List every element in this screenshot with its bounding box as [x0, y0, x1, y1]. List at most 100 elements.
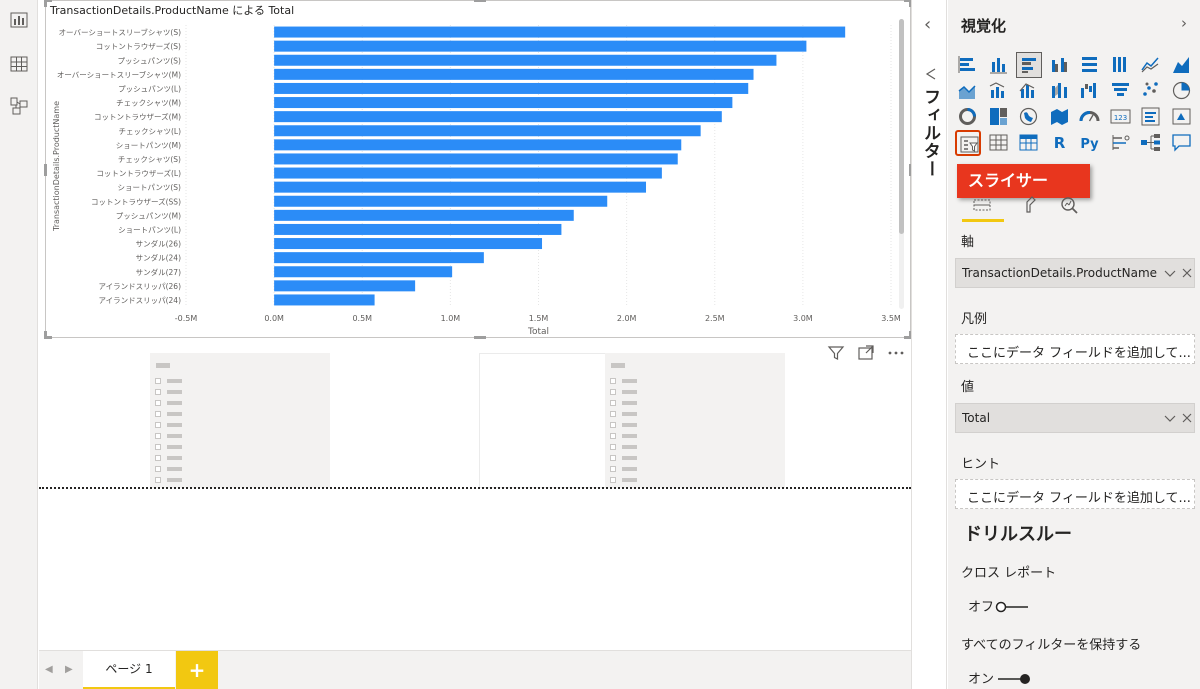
100-percent-column-icon[interactable]: [1108, 52, 1134, 78]
format-tab-icon[interactable]: [1018, 192, 1044, 218]
scatter-icon[interactable]: [1138, 78, 1164, 104]
bar: [274, 54, 777, 66]
values-field-well[interactable]: Total: [955, 403, 1195, 433]
remove-field-icon[interactable]: [1179, 265, 1195, 281]
collapse-visualizations-chevron[interactable]: ›: [1181, 14, 1187, 32]
report-view-icon[interactable]: [9, 10, 29, 30]
treemap-icon[interactable]: [986, 104, 1012, 130]
resize-handle-corner-tr[interactable]: [904, 0, 912, 2]
waterfall-icon[interactable]: [1077, 78, 1103, 104]
chart-scrollbar-thumb[interactable]: [899, 19, 904, 234]
resize-handle-corner-tl-v[interactable]: [44, 0, 47, 7]
clustered-bar-icon[interactable]: [1016, 52, 1042, 78]
focus-mode-icon[interactable]: [857, 344, 875, 362]
filters-pane-collapsed[interactable]: ‹ フィルター: [911, 0, 947, 689]
bar-chart-visual[interactable]: TransactionDetails.ProductName による Total…: [44, 0, 912, 339]
axis-well-label: 軸: [961, 235, 975, 250]
more-options-icon[interactable]: [887, 344, 905, 362]
slicer-placeholder-left[interactable]: [150, 353, 330, 488]
prev-page-arrow[interactable]: ◀: [45, 664, 53, 675]
stacked-area-icon[interactable]: [955, 78, 981, 104]
r-visual-icon[interactable]: R: [1047, 130, 1073, 156]
axis-field-well[interactable]: TransactionDetails.ProductName: [955, 258, 1195, 288]
donut-icon[interactable]: [955, 104, 981, 130]
resize-handle-corner-bl[interactable]: [44, 336, 52, 339]
slicer-header-placeholder: [156, 363, 170, 368]
resize-handle-corner-tr-v[interactable]: [909, 0, 912, 7]
clustered-column-icon[interactable]: [1047, 52, 1073, 78]
gauge-icon[interactable]: [1077, 104, 1103, 130]
key-influencers-icon[interactable]: [1108, 130, 1134, 156]
bar: [274, 26, 846, 38]
filters-label: フィルター: [920, 88, 940, 178]
chevron-down-icon[interactable]: [1162, 410, 1178, 426]
100-percent-bar-icon[interactable]: [1077, 52, 1103, 78]
fields-tab-underline: [962, 219, 1004, 222]
stacked-column-icon[interactable]: [986, 52, 1012, 78]
cross-report-toggle[interactable]: [995, 598, 1029, 613]
keep-filters-toggle[interactable]: [998, 670, 1032, 684]
filter-icon[interactable]: [827, 344, 845, 362]
python-visual-icon[interactable]: Py: [1077, 130, 1103, 156]
line-chart-icon[interactable]: [1138, 52, 1164, 78]
chevron-down-icon[interactable]: [1162, 265, 1178, 281]
y-tick-label: サンダル(27): [136, 267, 181, 277]
y-tick-label: プッシュパンツ(S): [118, 56, 182, 65]
multi-row-card-icon[interactable]: [1138, 104, 1164, 130]
bar: [274, 82, 749, 94]
legend-well-label: 凡例: [961, 312, 988, 327]
chart-scrollbar[interactable]: [899, 19, 904, 309]
map-icon[interactable]: [1016, 104, 1042, 130]
table-icon[interactable]: [986, 130, 1012, 156]
kpi-icon[interactable]: [1169, 104, 1195, 130]
expand-filters-chevron[interactable]: ‹: [924, 14, 932, 35]
data-view-icon[interactable]: [9, 54, 29, 74]
line-clustered-column-icon[interactable]: [986, 78, 1012, 104]
bar: [274, 139, 682, 151]
bar: [274, 153, 678, 165]
slicer-icon[interactable]: [955, 130, 981, 156]
y-tick-label: オーバーショートスリーブシャツ(M): [57, 69, 181, 79]
filled-map-icon[interactable]: [1047, 104, 1073, 130]
qa-icon[interactable]: [1169, 130, 1195, 156]
line-stacked-column-icon[interactable]: [1016, 78, 1042, 104]
resize-handle-bottom[interactable]: [474, 336, 486, 339]
matrix-icon[interactable]: [1016, 130, 1042, 156]
model-view-icon[interactable]: [9, 96, 29, 116]
decomposition-tree-icon[interactable]: [1138, 130, 1164, 156]
x-tick-label: -0.5M: [175, 314, 198, 323]
card-icon[interactable]: 123: [1108, 104, 1134, 130]
legend-field-well[interactable]: ここにデータ フィールドを追加して...: [955, 334, 1195, 364]
pie-icon[interactable]: [1169, 78, 1195, 104]
resize-handle-top[interactable]: [474, 0, 486, 2]
resize-handle-corner-br-v[interactable]: [909, 331, 912, 339]
bar: [274, 266, 453, 278]
area-chart-icon[interactable]: [1169, 52, 1195, 78]
bar: [274, 209, 574, 221]
chart-title: TransactionDetails.ProductName による Total: [50, 4, 295, 17]
y-tick-label: ショートパンツ(S): [118, 183, 182, 192]
ribbon-chart-icon[interactable]: [1047, 78, 1073, 104]
slicer-placeholder-right[interactable]: [605, 353, 785, 488]
fields-tab-icon[interactable]: [969, 192, 995, 218]
resize-handle-corner-tl[interactable]: [44, 0, 52, 2]
add-page-button[interactable]: +: [176, 651, 218, 689]
bar: [274, 167, 662, 179]
stacked-bar-icon[interactable]: [955, 52, 981, 78]
funnel-icon[interactable]: [1108, 78, 1134, 104]
resize-handle-corner-br[interactable]: [904, 336, 912, 339]
next-page-arrow[interactable]: ▶: [65, 664, 73, 675]
slicer-header-placeholder: [611, 363, 625, 368]
resize-handle-corner-bl-v[interactable]: [44, 331, 47, 339]
left-navigation-rail: [0, 0, 38, 689]
tooltips-field-well[interactable]: ここにデータ フィールドを追加して...: [955, 479, 1195, 509]
resize-handle-left[interactable]: [44, 164, 47, 176]
bar: [274, 294, 375, 306]
bar: [274, 40, 807, 52]
page-tab-1[interactable]: ページ 1: [83, 651, 175, 689]
resize-handle-right[interactable]: [909, 164, 912, 176]
analytics-tab-icon[interactable]: [1056, 192, 1082, 218]
svg-text:123: 123: [1113, 114, 1126, 122]
remove-field-icon[interactable]: [1179, 410, 1195, 426]
